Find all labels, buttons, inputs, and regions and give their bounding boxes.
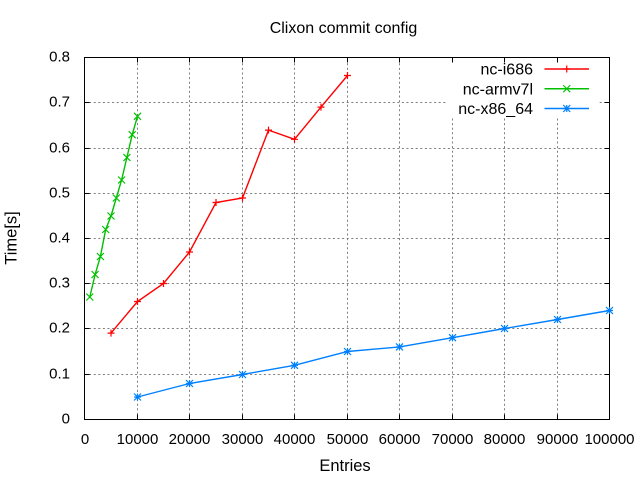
svg-text:60000: 60000 [379,431,421,448]
svg-text:0.2: 0.2 [49,320,70,337]
svg-text:0.1: 0.1 [49,366,70,383]
svg-text:nc-x86_64: nc-x86_64 [458,101,533,118]
svg-text:100000: 100000 [584,431,634,448]
svg-text:0.7: 0.7 [49,94,70,111]
svg-text:0.4: 0.4 [49,230,70,247]
svg-text:0.5: 0.5 [49,185,70,202]
svg-text:Clixon commit config: Clixon commit config [270,20,418,37]
svg-text:0.8: 0.8 [49,49,70,66]
svg-text:20000: 20000 [169,431,211,448]
svg-text:70000: 70000 [432,431,474,448]
svg-text:Time[s]: Time[s] [3,211,21,264]
svg-text:0: 0 [81,431,89,448]
svg-text:nc-i686: nc-i686 [481,62,534,79]
svg-text:nc-armv7l: nc-armv7l [463,81,533,98]
svg-text:40000: 40000 [274,431,316,448]
svg-text:80000: 80000 [484,431,526,448]
svg-text:90000: 90000 [537,431,579,448]
svg-text:30000: 30000 [222,431,264,448]
svg-text:Entries: Entries [319,457,370,475]
svg-text:0.6: 0.6 [49,140,70,157]
svg-text:0: 0 [62,411,70,428]
svg-text:50000: 50000 [327,431,369,448]
svg-text:0.3: 0.3 [49,275,70,292]
svg-text:10000: 10000 [117,431,159,448]
